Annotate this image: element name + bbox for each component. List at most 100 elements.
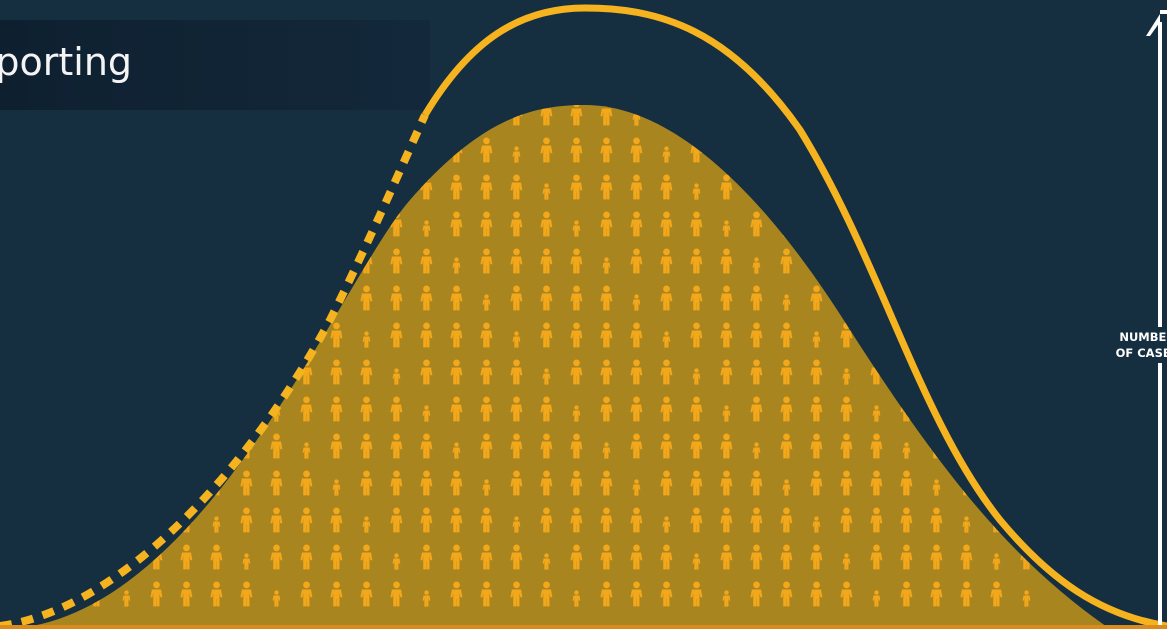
person-icon <box>182 294 191 311</box>
slide-title: eporting <box>0 40 133 84</box>
person-icon <box>90 470 103 496</box>
person-icon <box>960 359 973 385</box>
person-icon <box>150 137 163 163</box>
person-icon <box>182 109 191 126</box>
person-icon <box>720 105 733 126</box>
person-icon <box>932 109 941 126</box>
person-icon <box>1020 470 1033 496</box>
person-icon <box>212 146 221 163</box>
person-icon <box>990 433 1003 459</box>
person-icon <box>750 105 763 126</box>
person-icon <box>150 507 163 533</box>
person-icon <box>960 285 973 311</box>
person-icon <box>242 368 251 385</box>
person-icon <box>300 105 313 126</box>
person-icon <box>872 220 881 237</box>
person-icon <box>150 470 163 496</box>
person-icon <box>900 137 913 163</box>
person-icon <box>90 433 103 459</box>
person-icon <box>240 137 253 163</box>
person-icon <box>1020 174 1033 200</box>
person-icon <box>210 433 223 459</box>
person-icon <box>992 368 1001 385</box>
person-icon <box>30 211 43 237</box>
person-icon <box>840 105 853 126</box>
person-icon <box>300 174 313 200</box>
person-icon <box>210 285 223 311</box>
person-icon <box>930 137 943 163</box>
person-icon <box>482 109 491 126</box>
person-icon <box>990 105 1003 126</box>
person-icon <box>270 248 283 274</box>
y-axis-label-line2: OF CASES <box>1115 346 1167 360</box>
person-icon <box>450 105 463 126</box>
person-icon <box>810 174 823 200</box>
person-icon <box>930 174 943 200</box>
person-icon <box>810 105 823 126</box>
person-icon <box>212 331 221 348</box>
person-icon <box>60 285 73 311</box>
person-icon <box>210 211 223 237</box>
person-icon <box>180 248 193 274</box>
person-icon <box>332 109 341 126</box>
person-icon <box>90 137 103 163</box>
person-icon <box>270 322 283 348</box>
person-icon <box>780 211 793 237</box>
person-icon <box>990 470 1003 496</box>
person-icon <box>960 105 973 126</box>
person-icon <box>330 211 343 237</box>
person-icon <box>870 322 883 348</box>
person-icon <box>30 433 43 459</box>
person-icon <box>990 285 1003 311</box>
title-banner <box>0 20 430 110</box>
axis-arrow-icon <box>1136 10 1167 36</box>
person-icon <box>180 359 193 385</box>
person-icon <box>930 248 943 274</box>
person-icon <box>810 248 823 274</box>
person-icon <box>1022 405 1031 422</box>
person-icon <box>330 137 343 163</box>
person-icon <box>840 248 853 274</box>
person-icon <box>240 322 253 348</box>
person-icon <box>30 137 43 163</box>
person-icon <box>60 211 73 237</box>
person-icon <box>242 183 251 200</box>
person-icon <box>300 137 313 163</box>
person-icon <box>840 285 853 311</box>
person-icon <box>900 174 913 200</box>
person-icon <box>60 396 73 422</box>
person-icon <box>90 211 103 237</box>
person-icon <box>150 322 163 348</box>
person-icon <box>990 137 1003 163</box>
person-icon <box>930 322 943 348</box>
person-icon <box>1020 105 1033 126</box>
person-icon <box>750 137 763 163</box>
person-icon <box>270 174 283 200</box>
person-icon <box>392 183 401 200</box>
person-icon <box>90 396 103 422</box>
person-icon <box>990 322 1003 348</box>
bottom-accent-bar <box>0 625 1167 629</box>
person-icon <box>1020 322 1033 348</box>
person-icon <box>780 137 793 163</box>
person-icon <box>780 174 793 200</box>
person-icon <box>32 109 41 126</box>
person-icon <box>120 507 133 533</box>
person-icon <box>210 174 223 200</box>
person-icon <box>92 553 101 570</box>
person-icon <box>150 359 163 385</box>
person-icon <box>182 479 191 496</box>
person-icon <box>900 105 913 126</box>
person-icon <box>120 359 133 385</box>
person-icon <box>60 544 73 570</box>
person-icon <box>150 396 163 422</box>
person-icon <box>60 470 73 496</box>
person-icon <box>180 396 193 422</box>
person-icon <box>690 105 703 126</box>
person-icon <box>90 507 103 533</box>
person-icon <box>30 174 43 200</box>
person-icon <box>300 285 313 311</box>
person-icon <box>750 174 763 200</box>
person-icon <box>152 442 161 459</box>
